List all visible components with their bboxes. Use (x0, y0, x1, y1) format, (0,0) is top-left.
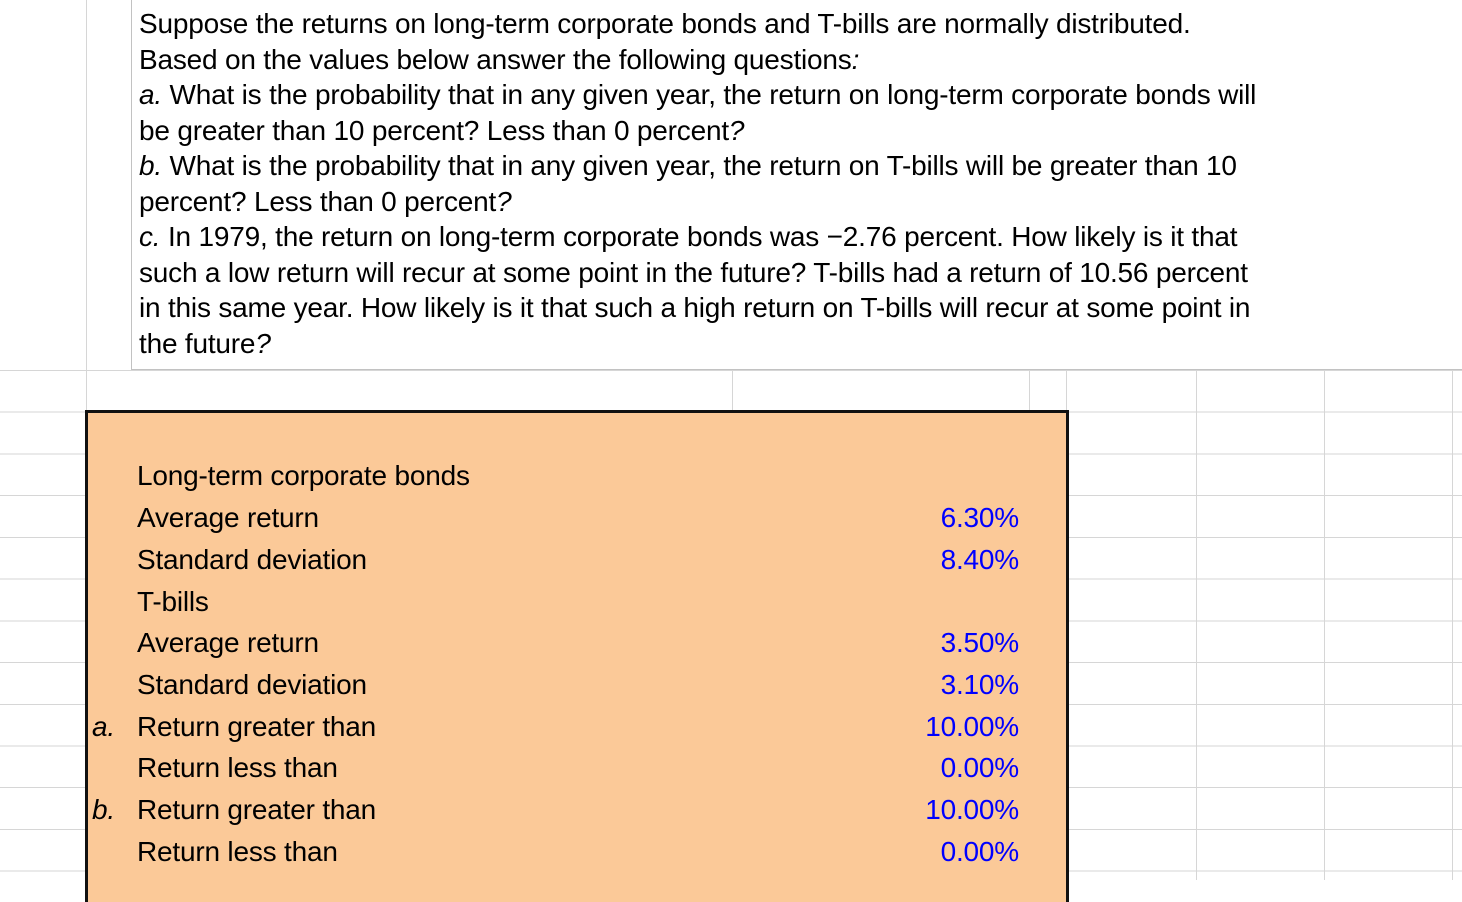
data-panel (85, 410, 1069, 902)
question-line: a. What is the probability that in any g… (139, 77, 1462, 113)
row-value-cell[interactable]: 3.10% (940, 669, 1020, 701)
panel-row: Standard deviation 8.40% (85, 537, 1069, 579)
question-text: Suppose the returns on long-term corpora… (139, 6, 1462, 361)
question-line: be greater than 10 percent? Less than 0 … (139, 113, 1462, 149)
question-line-segment: in this same year. How likely is it that… (139, 292, 1251, 323)
question-line-segment: What is the probability that in any give… (161, 150, 1237, 181)
question-line: in this same year. How likely is it that… (139, 290, 1462, 326)
row-value-cell[interactable]: 0.00% (940, 752, 1020, 784)
question-line-segment: ? (496, 185, 512, 217)
row-value-cell[interactable]: 3.50% (940, 627, 1020, 659)
question-line: b. What is the probability that in any g… (139, 148, 1462, 184)
gridline-vertical (732, 370, 733, 412)
gridline-vertical (1196, 370, 1197, 880)
panel-row (85, 412, 1069, 454)
question-line-segment: percent? Less than 0 percent (139, 185, 497, 217)
question-line: Suppose the returns on long-term corpora… (139, 6, 1462, 42)
row-marker-cell: a. (92, 710, 115, 742)
question-line-segment: the future (139, 327, 256, 359)
question-line: such a low return will recur at some poi… (139, 255, 1462, 291)
data-panel-rows: Long-term corporate bonds Average return 6… (85, 412, 1069, 871)
row-label-cell: Average return (137, 627, 319, 659)
question-line-segment: ? (255, 327, 271, 359)
row-label-cell: T-bills (137, 585, 209, 617)
gridline-vertical (1066, 370, 1067, 412)
question-text-box: Suppose the returns on long-term corpora… (131, 0, 1462, 370)
panel-row: Long-term corporate bonds (85, 454, 1069, 496)
question-line: the future? (139, 326, 1462, 362)
question-line-segment: : (851, 43, 860, 75)
question-line: percent? Less than 0 percent? (139, 184, 1462, 220)
panel-row: Return less than 0.00% (85, 829, 1069, 871)
panel-row: Average return 3.50% (85, 621, 1069, 663)
row-label-cell: Return greater than (137, 794, 377, 826)
question-line: Based on the values below answer the fol… (139, 42, 1462, 78)
gridline-vertical (1324, 370, 1325, 880)
panel-row: b. Return greater than 10.00% (85, 787, 1069, 829)
gridline-vertical (86, 0, 87, 412)
row-value-cell[interactable]: 0.00% (940, 835, 1020, 867)
question-line-segment: Suppose the returns on long-term corpora… (139, 8, 1191, 39)
question-line-segment: ? (728, 114, 745, 146)
question-line-segment: be greater than 10 percent? Less than 0 … (139, 114, 729, 146)
row-label-cell: Long-term corporate bonds (137, 460, 470, 492)
gridline-vertical (1029, 370, 1030, 412)
row-value-cell[interactable]: 8.40% (940, 543, 1020, 575)
question-line-segment: Based on the values below answer the fol… (139, 43, 852, 75)
row-label-cell: Standard deviation (137, 543, 367, 575)
question-line-segment: a. (139, 79, 162, 110)
panel-row: Return less than 0.00% (85, 746, 1069, 788)
row-label-cell: Return greater than (137, 710, 377, 742)
panel-row: Average return 6.30% (85, 495, 1069, 537)
row-label-cell: Standard deviation (137, 669, 367, 701)
row-label-cell: Return less than (137, 835, 338, 867)
row-value-cell[interactable]: 6.30% (940, 502, 1020, 534)
panel-row: T-bills (85, 579, 1069, 621)
question-line-segment: such a low return will recur at some poi… (139, 256, 1248, 288)
question-line-segment: b. (139, 150, 162, 181)
row-value-cell[interactable]: 10.00% (925, 794, 1019, 826)
row-label-cell: Return less than (137, 752, 338, 784)
question-line-segment: c. (139, 221, 161, 252)
question-line-segment: In 1979, the return on long-term corpora… (160, 221, 1238, 252)
panel-row: a. Return greater than 10.00% (85, 704, 1069, 746)
panel-row: Standard deviation 3.10% (85, 662, 1069, 704)
gridline-vertical (1452, 370, 1453, 880)
row-value-cell[interactable]: 10.00% (925, 710, 1019, 742)
question-line-segment: What is the probability that in any give… (161, 79, 1257, 110)
row-marker-cell: b. (92, 794, 115, 826)
row-label-cell: Average return (137, 502, 319, 534)
question-line: c. In 1979, the return on long-term corp… (139, 219, 1462, 255)
